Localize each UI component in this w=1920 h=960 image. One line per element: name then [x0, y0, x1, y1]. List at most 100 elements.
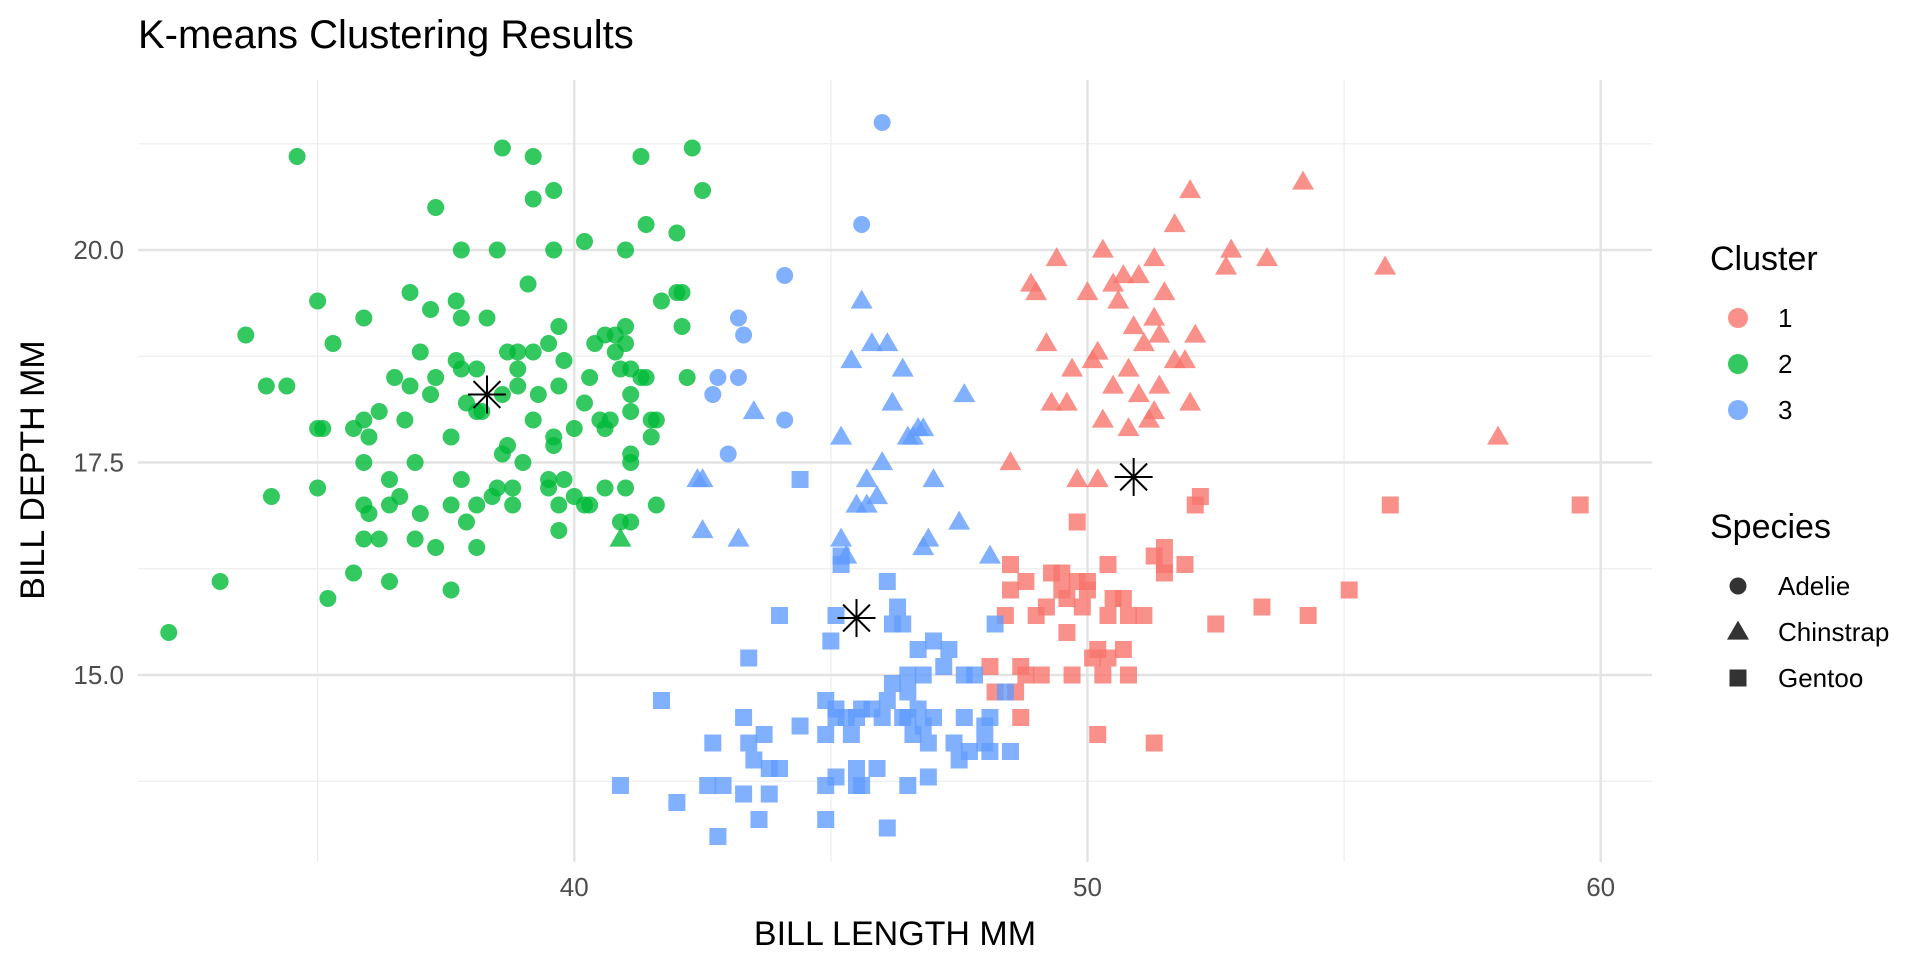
data-point: [1117, 417, 1140, 437]
y-tick-label: 20.0: [73, 235, 124, 265]
data-point: [740, 734, 758, 752]
data-point: [1045, 247, 1068, 267]
data-point: [360, 505, 378, 522]
data-point: [691, 519, 714, 539]
x-axis-title: BILL LENGTH MM: [754, 915, 1036, 953]
data-point: [1179, 179, 1202, 199]
data-point: [709, 369, 727, 386]
data-point: [876, 332, 899, 352]
data-point: [1112, 264, 1135, 284]
data-point: [986, 615, 1004, 633]
data-point: [622, 513, 640, 531]
data-point: [981, 658, 999, 675]
x-tick-label: 50: [1073, 872, 1102, 902]
centroid-stroke: [472, 380, 502, 409]
data-point: [855, 493, 878, 513]
data-point: [1114, 590, 1132, 607]
data-point: [370, 403, 388, 420]
data-point: [355, 454, 373, 471]
series-cluster-2-adelie: [160, 139, 712, 641]
data-point: [668, 224, 686, 242]
data-point: [924, 709, 942, 726]
data-point: [488, 241, 506, 259]
data-point: [919, 734, 937, 752]
cluster-legend-label: 3: [1778, 395, 1792, 425]
data-point: [1122, 315, 1145, 335]
data-point: [647, 496, 665, 514]
data-point: [452, 241, 470, 259]
data-point: [1571, 496, 1589, 514]
cluster-legend-label: 1: [1778, 303, 1792, 333]
data-point: [922, 468, 945, 488]
data-point: [396, 411, 414, 429]
data-point: [1091, 408, 1114, 428]
series-cluster-1-chinstrap: [999, 170, 1510, 488]
data-point: [830, 527, 853, 547]
data-point: [704, 734, 722, 752]
data-point: [1094, 666, 1112, 684]
centroid-marker: [467, 375, 506, 414]
data-point: [683, 139, 701, 157]
data-point: [1163, 213, 1186, 233]
data-point: [873, 709, 891, 726]
data-point: [345, 564, 363, 582]
data-point: [499, 343, 517, 361]
data-point: [1099, 649, 1117, 667]
data-point: [976, 717, 994, 735]
data-point: [1135, 607, 1153, 624]
data-point: [565, 488, 583, 505]
data-point: [791, 717, 809, 735]
data-point: [1084, 649, 1102, 667]
data-point: [878, 692, 896, 709]
species-legend: Species Adelie Chinstrap Gentoo: [1710, 508, 1889, 693]
cluster-legend: Cluster 1 2 3: [1710, 240, 1818, 425]
data-point: [948, 510, 971, 530]
data-point: [550, 377, 568, 395]
data-point: [919, 768, 937, 786]
data-point: [837, 709, 855, 726]
data-point: [817, 726, 835, 743]
data-point: [1025, 281, 1048, 301]
data-point: [617, 479, 635, 497]
data-point: [1114, 641, 1132, 658]
data-point: [540, 479, 558, 497]
data-point: [565, 420, 583, 437]
data-point: [1179, 391, 1202, 411]
data-point: [853, 700, 871, 718]
data-point: [1207, 615, 1225, 633]
series-cluster-1-gentoo: [981, 488, 1589, 752]
data-point: [632, 148, 650, 165]
data-point: [960, 743, 978, 760]
data-point: [894, 615, 912, 633]
x-tick-label: 60: [1586, 872, 1615, 902]
data-point: [1102, 374, 1125, 394]
data-point: [499, 437, 517, 454]
cluster-legend-label: 2: [1778, 349, 1792, 379]
data-point: [160, 624, 178, 641]
data-point: [652, 692, 670, 709]
data-point: [860, 332, 883, 352]
data-point: [524, 148, 542, 165]
y-axis-title: BILL DEPTH MM: [14, 340, 52, 599]
series-cluster-3-chinstrap: [686, 289, 1001, 564]
series-cluster-3-gentoo: [611, 471, 1019, 845]
data-point: [1292, 170, 1315, 190]
data-point: [776, 411, 794, 429]
data-point: [1374, 255, 1397, 275]
data-point: [855, 468, 878, 488]
data-point: [452, 360, 470, 378]
data-point: [881, 391, 904, 411]
data-point: [1340, 581, 1358, 599]
data-point: [955, 709, 973, 726]
data-point: [822, 632, 840, 650]
data-point: [1081, 349, 1104, 369]
data-point: [1132, 332, 1155, 352]
data-point: [609, 527, 632, 547]
data-point: [468, 496, 486, 514]
data-point: [1001, 556, 1019, 573]
data-point: [355, 530, 373, 548]
data-point: [422, 386, 440, 403]
species-legend-key: [1729, 669, 1747, 687]
data-point: [1148, 374, 1171, 394]
